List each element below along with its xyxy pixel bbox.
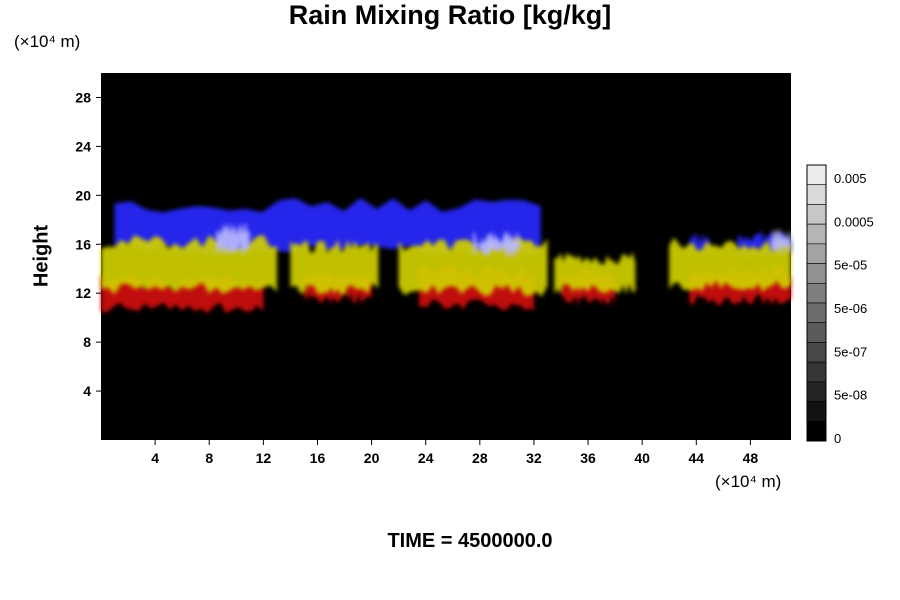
colorbar-step [806,223,827,245]
colorbar-step [806,302,827,324]
y-tick-label: 4 [83,383,91,399]
highlight-cloud-blob [216,222,250,255]
colorbar-step [806,184,827,205]
y-tick-label: 12 [75,285,91,301]
colorbar-step [806,243,827,264]
yellow-cloud-blob [554,252,636,295]
x-tick-label: 12 [256,450,272,466]
yellow-cloud-blob [669,237,791,292]
colorbar-label: 5e-07 [834,344,867,359]
x-tick-label: 48 [743,450,759,466]
colorbar-frame [806,164,827,442]
x-tick-label: 8 [205,450,213,466]
colorbar-step [806,401,827,422]
colorbar-label: 0.0005 [834,214,874,229]
colorbar-step [806,342,827,363]
time-label: TIME = 4500000.0 [387,530,553,552]
colorbar-label: 0 [834,431,841,446]
y-axis-unit: (×10⁴ m) [14,32,81,51]
y-tick-label: 24 [75,138,91,154]
x-tick-label: 16 [310,450,326,466]
x-tick-label: 24 [418,450,434,466]
y-tick-label: 20 [75,187,91,203]
colorbar: 0.005 0.0005 5e-05 5e-06 5e-07 5e-08 0 [806,164,874,446]
x-axis-ticks: 4 8 12 16 20 24 28 32 36 40 44 48 [151,440,758,466]
x-axis-unit: (×10⁴ m) [715,472,782,491]
colorbar-step [806,164,827,186]
colorbar-label: 0.005 [834,171,867,186]
y-axis-ticks: 4 8 12 16 20 24 28 [75,89,101,399]
rain-layer-highlight [216,222,791,258]
colorbar-label: 5e-06 [834,301,867,316]
chart-title: Rain Mixing Ratio [kg/kg] [288,0,612,30]
x-tick-label: 40 [634,450,650,466]
colorbar-label: 5e-05 [834,258,867,273]
y-tick-label: 16 [75,236,91,252]
x-tick-label: 44 [689,450,705,466]
rain-layer-yellow [101,234,791,297]
colorbar-step [806,204,827,225]
colorbar-label: 5e-08 [834,388,867,403]
colorbar-step [806,322,827,343]
x-tick-label: 32 [526,450,542,466]
highlight-cloud-blob [473,230,521,258]
colorbar-step [806,381,827,402]
highlight-cloud-blob [770,227,791,256]
y-tick-label: 28 [75,89,91,105]
x-tick-label: 4 [151,450,159,466]
colorbar-step [806,361,827,383]
y-tick-label: 8 [83,334,91,350]
x-tick-label: 36 [580,450,596,466]
colorbar-step [806,263,827,284]
x-tick-label: 20 [364,450,380,466]
colorbar-step [806,282,827,304]
yellow-cloud-blob [290,239,379,296]
colorbar-step [806,420,827,442]
x-tick-label: 28 [472,450,488,466]
